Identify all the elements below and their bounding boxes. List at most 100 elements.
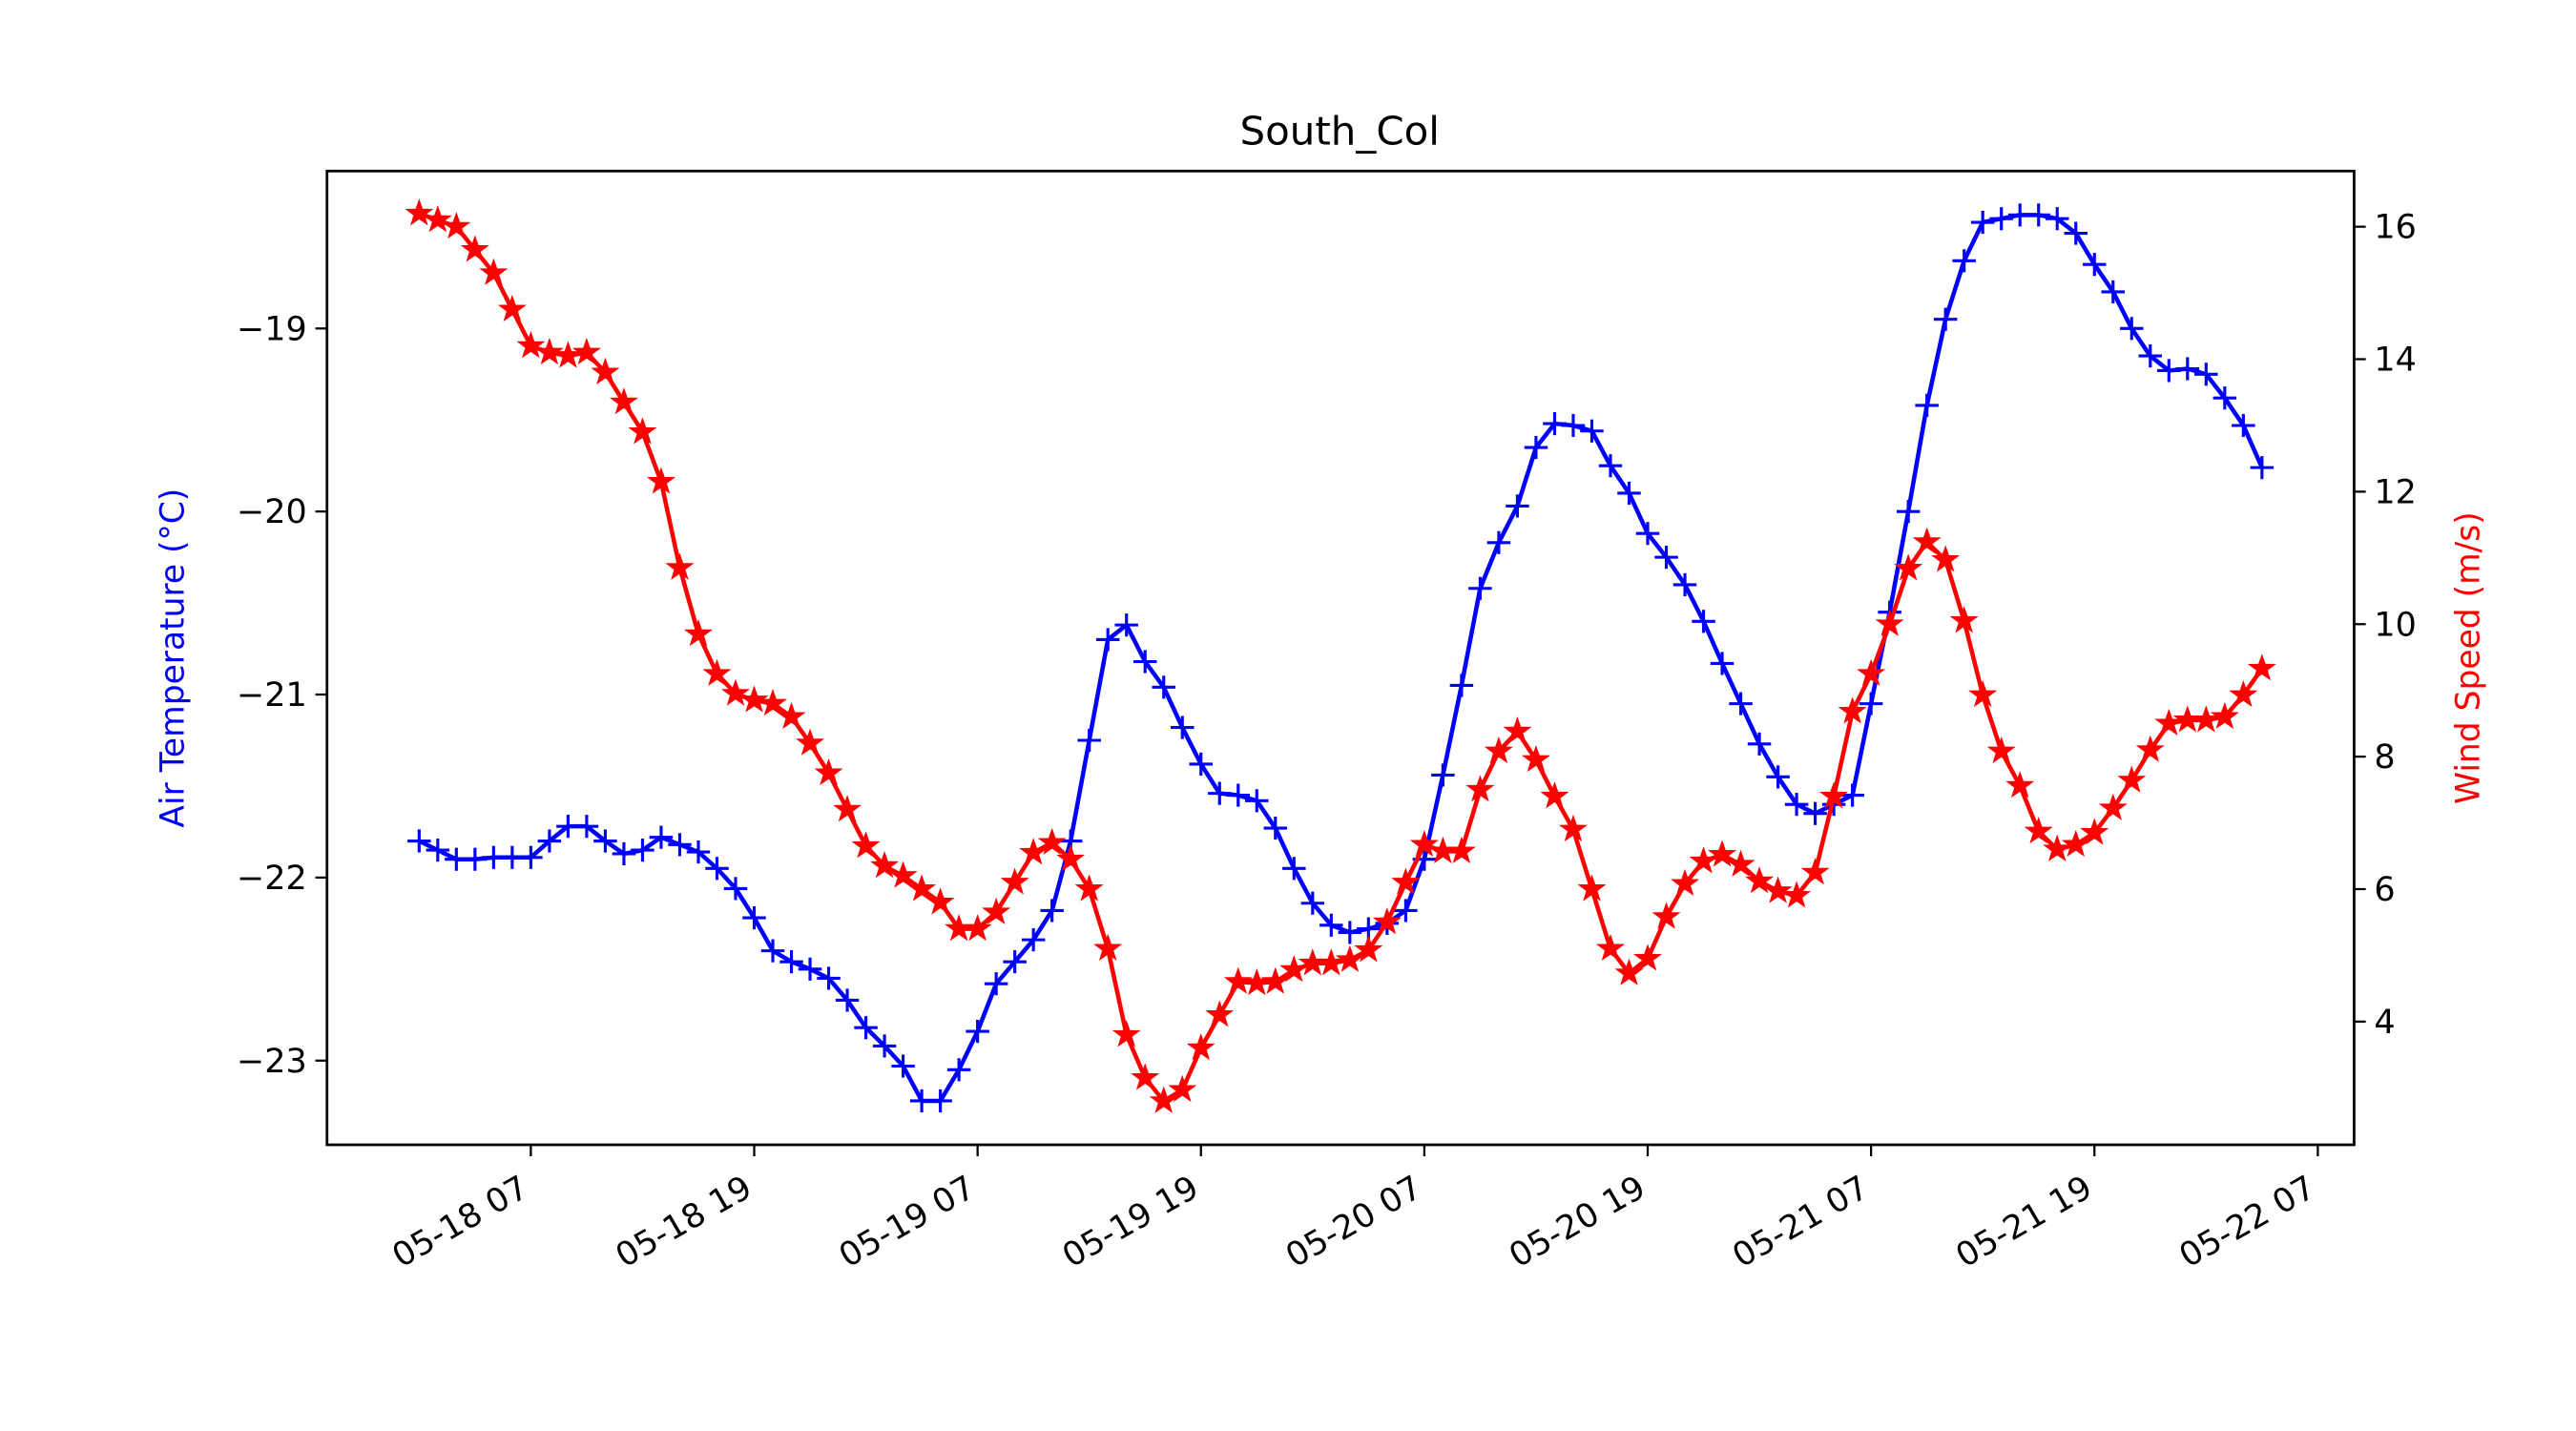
plus-marker	[1263, 817, 1288, 840]
star-marker	[1317, 948, 1346, 976]
star-marker	[1671, 868, 1700, 897]
plus-marker	[1580, 419, 1604, 443]
star-marker	[1074, 874, 1104, 902]
star-marker	[1763, 876, 1793, 903]
plus-marker	[723, 877, 748, 901]
star-marker	[1558, 814, 1588, 842]
star-marker	[1205, 1000, 1235, 1027]
plus-marker	[1189, 752, 1213, 777]
plus-marker	[2101, 280, 2126, 304]
star-marker	[1056, 844, 1086, 872]
plus-marker	[1729, 692, 1753, 716]
star-marker	[1857, 658, 1886, 686]
plus-marker	[1449, 674, 1474, 697]
plus-marker	[537, 829, 562, 853]
plus-marker	[1394, 899, 1418, 923]
plus-marker	[705, 857, 729, 881]
star-marker	[1149, 1086, 1178, 1113]
plus-marker	[984, 972, 1008, 996]
star-marker	[1093, 933, 1123, 962]
star-marker	[2192, 705, 2221, 733]
plus-marker	[1152, 675, 1175, 699]
plus-marker	[1132, 650, 1157, 674]
star-marker	[1540, 781, 1569, 809]
plus-marker	[2194, 363, 2218, 386]
star-marker	[665, 552, 695, 580]
star-marker	[777, 701, 806, 730]
star-marker	[1279, 955, 1309, 983]
plus-marker	[407, 829, 431, 853]
plus-marker	[1338, 921, 1362, 944]
plus-marker	[1952, 249, 1976, 273]
star-marker	[1521, 745, 1550, 773]
star-marker	[1726, 849, 1755, 877]
star-marker	[1391, 867, 1421, 895]
plus-marker	[1654, 546, 1678, 570]
star-marker	[888, 861, 918, 888]
plus-marker	[966, 1019, 989, 1044]
y2-tick-label: 14	[2374, 342, 2416, 380]
plus-marker	[686, 840, 711, 864]
star-marker	[1260, 966, 1290, 994]
plus-marker	[1021, 928, 1046, 952]
star-marker	[1912, 527, 1942, 554]
plus-marker	[2120, 317, 2144, 341]
y2-tick-label: 12	[2374, 474, 2416, 512]
star-marker	[591, 357, 620, 384]
plus-marker	[1226, 783, 1251, 807]
plus-marker	[1747, 732, 1772, 756]
plus-marker	[426, 839, 450, 862]
star-marker	[1800, 858, 1830, 885]
star-marker	[1745, 866, 1775, 894]
star-marker	[982, 897, 1011, 924]
star-marker	[1354, 935, 1383, 963]
star-marker	[2061, 829, 2090, 858]
plus-marker	[1989, 207, 2013, 231]
plus-marker	[2232, 413, 2255, 438]
star-marker	[1000, 867, 1029, 895]
star-marker	[646, 467, 675, 494]
star-marker	[1168, 1074, 1197, 1102]
star-marker	[442, 212, 471, 239]
plus-marker	[574, 815, 599, 839]
plus-marker	[835, 988, 860, 1012]
star-marker	[2043, 834, 2072, 861]
star-marker	[907, 874, 937, 902]
star-marker	[2210, 701, 2239, 730]
star-marker	[2080, 818, 2109, 845]
plus-marker	[1003, 950, 1027, 974]
star-marker	[516, 331, 546, 359]
plus-marker	[2026, 203, 2050, 227]
star-marker	[1838, 696, 1867, 724]
star-marker	[1949, 606, 1979, 633]
star-marker	[1037, 827, 1067, 855]
star-marker	[1186, 1033, 1215, 1061]
star-marker	[1652, 902, 1681, 929]
star-marker	[2247, 653, 2276, 681]
plus-marker	[1896, 500, 1921, 524]
star-marker	[405, 198, 434, 226]
star-marker	[1484, 736, 1513, 764]
y2-axis-label: Wind Speed (m/s)	[2449, 511, 2487, 804]
y2-tick-label: 6	[2374, 871, 2395, 909]
star-marker	[2154, 708, 2184, 736]
star-marker	[870, 851, 900, 879]
star-marker	[851, 831, 881, 859]
plus-marker	[1171, 716, 1195, 739]
y-tick-label: −23	[237, 1043, 307, 1081]
star-marker	[534, 338, 564, 365]
plus-marker	[631, 839, 654, 862]
star-marker	[2098, 793, 2128, 820]
y-tick-label: −19	[237, 311, 307, 349]
plus-marker	[668, 833, 692, 857]
star-marker	[1595, 933, 1625, 962]
star-marker	[571, 338, 601, 365]
plus-marker	[2064, 221, 2088, 245]
plus-marker	[760, 939, 785, 963]
star-marker	[1335, 944, 1364, 972]
plus-marker	[1933, 307, 1958, 331]
star-marker	[1223, 966, 1253, 994]
y-tick-label: −20	[237, 493, 307, 531]
